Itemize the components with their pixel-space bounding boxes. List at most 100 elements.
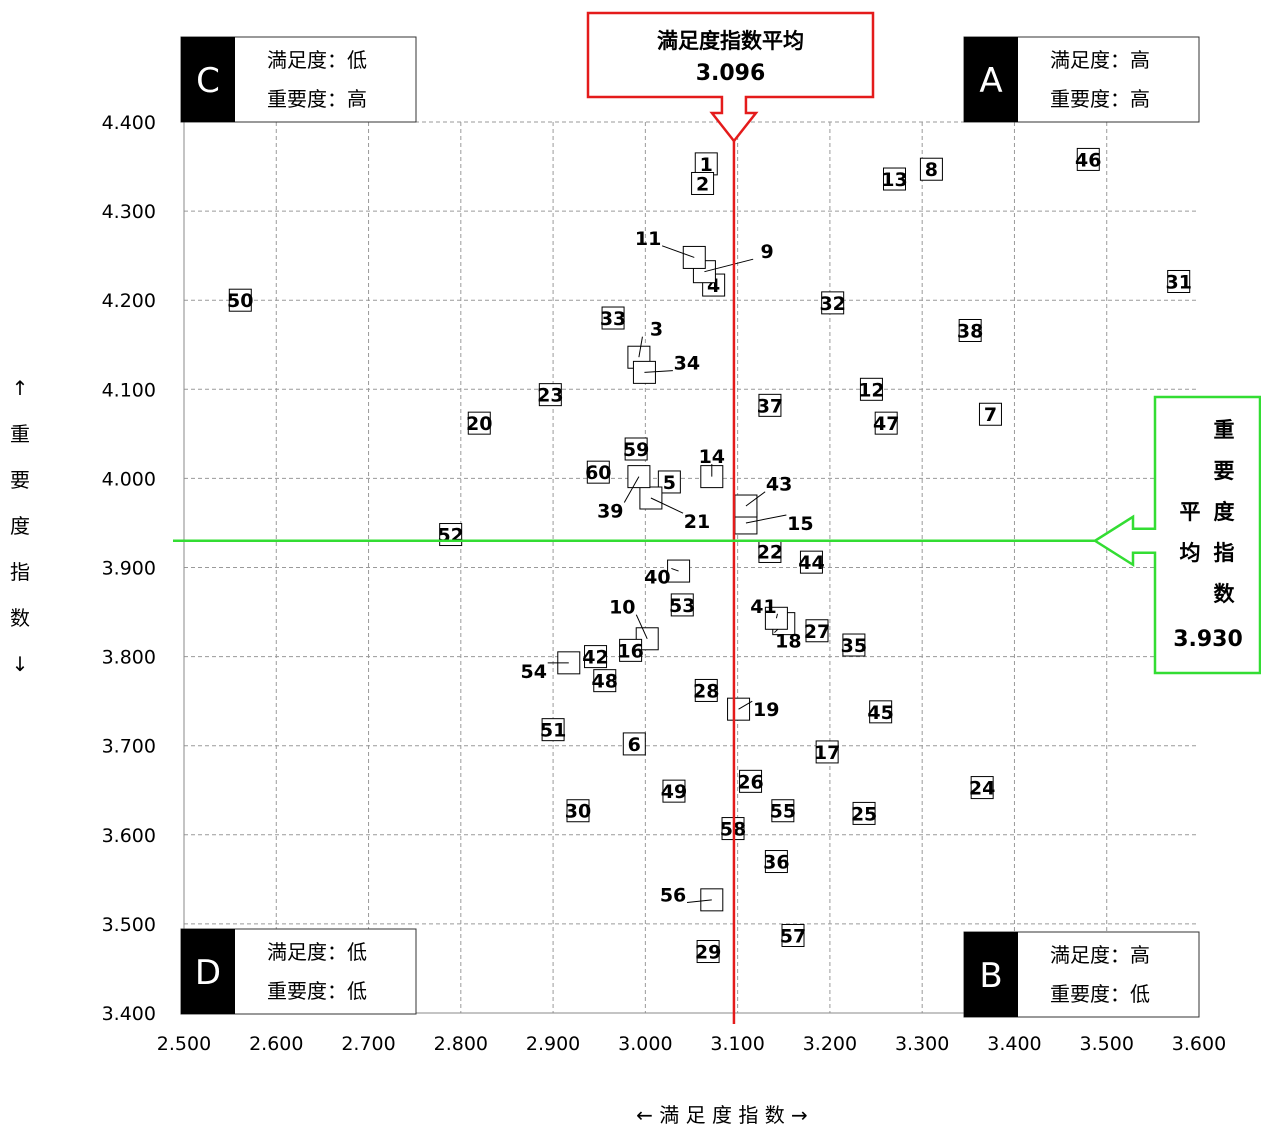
point-label: 52 [437, 525, 463, 547]
data-point-8: 8 [919, 157, 943, 181]
y-tick-label: 4.200 [102, 290, 156, 312]
callout-shape [586, 11, 875, 144]
point-label: 9 [761, 241, 774, 263]
data-point-29: 29 [695, 940, 721, 964]
data-point-2: 2 [691, 171, 715, 195]
y-axis-title-char: ↑ [12, 376, 29, 400]
point-label: 3 [650, 319, 663, 341]
leader-line [623, 476, 640, 503]
quadrant-satisfaction: 満足度：高 [1050, 48, 1150, 72]
point-label: 57 [780, 925, 806, 947]
y-tick-label: 3.400 [102, 1003, 156, 1025]
y-axis-title-char: 度 [10, 514, 30, 538]
leader-line [686, 899, 712, 903]
point-marker [978, 402, 1002, 426]
satisfaction-average-value: 3.096 [696, 61, 766, 86]
quadrant-letter: C [196, 61, 220, 101]
importance-average-title-char: 指 [1214, 541, 1235, 565]
point-marker [958, 318, 982, 342]
quadrant-letter: A [979, 61, 1002, 101]
data-point-22: 22 [757, 539, 783, 563]
y-axis-title-char: 要 [10, 468, 30, 492]
data-point-45: 45 [867, 700, 894, 724]
data-point-38: 38 [957, 318, 983, 342]
quadrant-letter-bg [964, 37, 1018, 122]
point-marker [970, 776, 994, 800]
point-label: 17 [814, 742, 840, 764]
point-label: 14 [699, 446, 725, 468]
point-marker [852, 801, 876, 825]
point-label: 24 [969, 778, 995, 800]
x-tick-label: 2.700 [341, 1033, 395, 1055]
data-point-5: 5 [657, 470, 681, 494]
point-label: 26 [737, 771, 763, 793]
point-marker [622, 732, 646, 756]
point-label: 5 [663, 472, 676, 494]
leader-line [704, 258, 754, 273]
point-marker [805, 619, 829, 643]
point-label: 50 [227, 290, 253, 312]
leader-line [671, 567, 679, 572]
data-point-50: 50 [227, 288, 254, 312]
point-marker [696, 940, 720, 964]
point-label: 30 [565, 801, 591, 823]
point-label: 35 [841, 635, 867, 657]
data-point-12: 12 [858, 377, 885, 401]
importance-average-title-char: 要 [1214, 459, 1235, 483]
point-label: 22 [757, 541, 783, 563]
y-tick-label: 4.400 [102, 112, 156, 134]
data-point-47: 47 [873, 411, 899, 435]
point-marker [883, 167, 906, 191]
point-marker [619, 638, 643, 662]
data-point-41: 41 [750, 596, 788, 630]
point-label: 7 [984, 404, 997, 426]
point-label: 2 [696, 173, 709, 195]
callout-shape [1092, 395, 1261, 675]
point-label: 19 [753, 699, 779, 721]
importance-average-title-char: 平 [1180, 500, 1201, 524]
point-marker [662, 779, 686, 803]
data-point-23: 23 [537, 383, 564, 407]
point-label: 46 [1075, 149, 1101, 171]
data-point-30: 30 [565, 799, 591, 823]
data-point-27: 27 [804, 619, 830, 643]
point-label: 18 [775, 631, 801, 653]
data-point-31: 31 [1165, 269, 1192, 293]
average-lines [173, 95, 1100, 1024]
x-tick-label: 3.100 [710, 1033, 764, 1055]
point-marker [859, 377, 883, 401]
point-label: 21 [684, 511, 710, 533]
y-axis-title-char: 数 [10, 606, 30, 630]
data-points: 1234567891011121314151617181920212223242… [227, 147, 1192, 964]
data-point-33: 33 [600, 306, 626, 330]
point-marker [694, 678, 718, 702]
point-label: 56 [660, 884, 686, 906]
point-marker [566, 799, 590, 823]
data-point-21: 21 [639, 486, 710, 533]
point-label: 60 [585, 462, 611, 484]
importance-average-value: 3.930 [1173, 627, 1243, 652]
point-marker [1076, 147, 1100, 171]
data-point-40: 40 [644, 559, 691, 588]
leader-line [638, 336, 643, 358]
y-tick-label: 3.500 [102, 914, 156, 936]
data-point-7: 7 [978, 402, 1002, 426]
leader-line [644, 370, 673, 373]
quadrant-satisfaction: 満足度：低 [267, 48, 367, 72]
y-tick-label: 4.300 [102, 201, 156, 223]
point-label: 45 [867, 702, 893, 724]
data-point-16: 16 [617, 638, 644, 662]
point-marker [467, 411, 491, 435]
data-point-46: 46 [1075, 147, 1101, 171]
quadrant-satisfaction: 満足度：高 [1050, 943, 1150, 967]
point-label: 42 [582, 647, 608, 669]
data-point-49: 49 [661, 779, 687, 803]
point-label: 43 [766, 474, 792, 496]
data-point-32: 32 [819, 291, 846, 315]
data-point-14: 14 [699, 446, 725, 489]
